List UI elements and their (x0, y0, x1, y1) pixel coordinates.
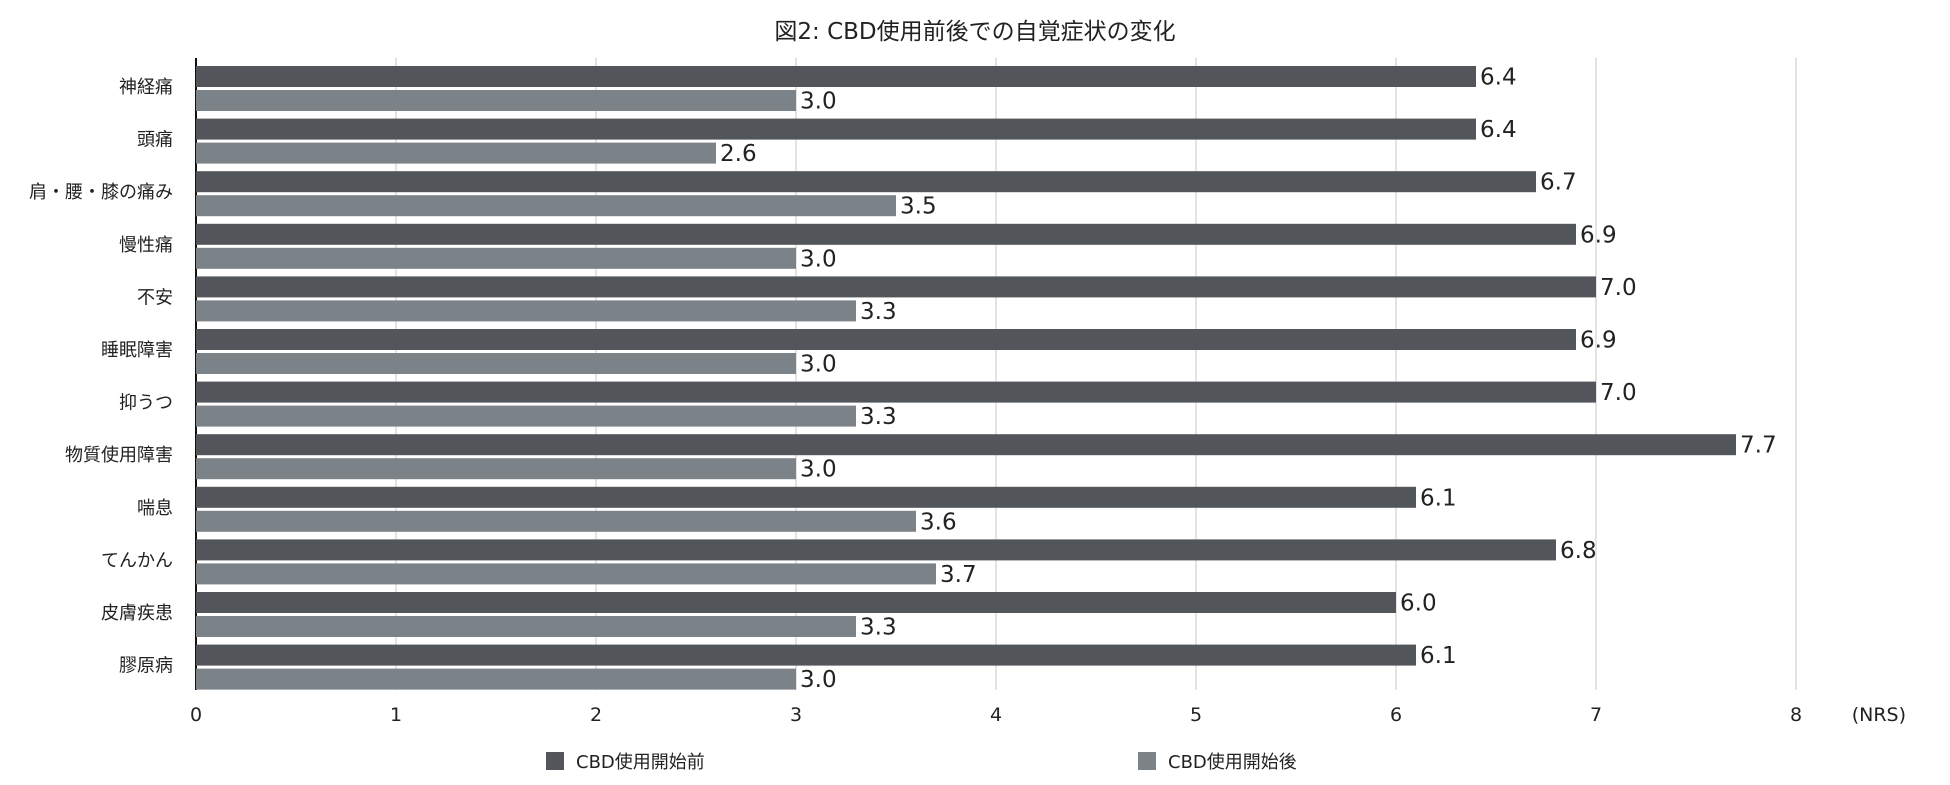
category-label: 膠原病 (119, 656, 173, 677)
labels: 0 1 2 3 4 5 6 7 8 6.4 3.0 神経痛 6.4 2.6 頭痛 6.7 3.5 肩・腰・膝の痛み… (29, 65, 1802, 727)
bars (196, 66, 1736, 690)
data-label: 7.0 (1600, 380, 1637, 406)
bar-before (196, 381, 1596, 403)
x-tick-label: 7 (1590, 704, 1602, 726)
legend-item-before: CBD使用開始前 (546, 748, 705, 774)
data-label: 3.3 (860, 404, 897, 430)
x-tick-label: 8 (1790, 704, 1802, 726)
data-label: 6.4 (1480, 65, 1517, 91)
category-label: 神経痛 (119, 77, 173, 98)
category-label: 睡眠障害 (101, 340, 173, 361)
legend-swatch-after (1138, 752, 1156, 770)
data-label: 3.6 (920, 509, 957, 535)
x-tick-label: 2 (590, 704, 602, 726)
data-label: 3.0 (800, 246, 837, 272)
bar-before (196, 66, 1476, 87)
bar-after (196, 668, 796, 690)
bar-before (196, 118, 1476, 140)
bar-before (196, 486, 1416, 508)
bar-after (196, 247, 796, 269)
data-label: 6.0 (1400, 591, 1437, 617)
x-tick-label: 5 (1190, 704, 1202, 726)
legend-label-after: CBD使用開始後 (1168, 752, 1297, 773)
x-tick-label: 1 (390, 704, 402, 726)
data-label: 2.6 (720, 141, 757, 167)
data-label: 3.7 (940, 562, 977, 588)
category-label: てんかん (101, 550, 173, 571)
data-label: 6.8 (1560, 538, 1597, 564)
category-label: 皮膚疾患 (101, 603, 173, 624)
x-tick-label: 3 (790, 704, 802, 726)
category-label: 喘息 (137, 498, 173, 519)
data-label: 3.3 (860, 299, 897, 325)
data-label: 3.3 (860, 615, 897, 641)
legend-swatch-before (546, 752, 564, 770)
x-tick-label: 0 (190, 704, 202, 726)
legend-item-after: CBD使用開始後 (1138, 748, 1297, 774)
legend: CBD使用開始前 CBD使用開始後 (0, 748, 1950, 778)
data-label: 3.0 (800, 667, 837, 693)
data-label: 3.0 (800, 352, 837, 378)
bar-after (196, 353, 796, 374)
bar-after (196, 90, 796, 111)
bar-before (196, 223, 1576, 245)
chart-title: 図2: CBD使用前後での自覚症状の変化 (774, 19, 1176, 45)
category-label: 慢性痛 (119, 235, 173, 256)
data-label: 3.0 (800, 89, 837, 115)
category-label: 不安 (137, 287, 173, 308)
bar-after (196, 300, 856, 322)
data-label: 3.0 (800, 457, 837, 483)
data-label: 6.4 (1480, 117, 1517, 143)
data-label: 3.5 (900, 194, 937, 220)
bar-after (196, 616, 856, 637)
x-axis-unit-label: (NRS) (1852, 704, 1906, 726)
bar-after (196, 195, 896, 217)
bar-after (196, 142, 716, 164)
data-label: 7.7 (1740, 433, 1777, 459)
bar-after (196, 405, 856, 427)
bar-before (196, 539, 1556, 561)
bar-before (196, 171, 1536, 193)
data-label: 7.0 (1600, 275, 1637, 301)
category-label: 抑うつ (119, 393, 173, 414)
bar-after (196, 563, 936, 585)
data-label: 6.9 (1580, 328, 1617, 354)
data-label: 6.7 (1540, 170, 1577, 196)
bar-before (196, 434, 1736, 456)
legend-label-before: CBD使用開始前 (576, 752, 705, 773)
bar-after (196, 510, 916, 532)
bar-before (196, 644, 1416, 666)
bar-chart: 0 1 2 3 4 5 6 7 8 6.4 3.0 神経痛 6.4 2.6 頭痛 6.7 3.5 肩・腰・膝の痛み… (29, 58, 1906, 727)
bar-after (196, 458, 796, 480)
x-tick-label: 6 (1390, 704, 1402, 726)
bar-before (196, 276, 1596, 298)
data-label: 6.1 (1420, 485, 1457, 511)
category-label: 物質使用障害 (65, 445, 173, 466)
category-label: 頭痛 (137, 130, 173, 151)
x-tick-label: 4 (990, 704, 1002, 726)
bar-before (196, 592, 1396, 613)
data-label: 6.9 (1580, 222, 1617, 248)
bar-before (196, 329, 1576, 350)
data-label: 6.1 (1420, 643, 1457, 669)
category-label: 肩・腰・膝の痛み (29, 182, 173, 203)
